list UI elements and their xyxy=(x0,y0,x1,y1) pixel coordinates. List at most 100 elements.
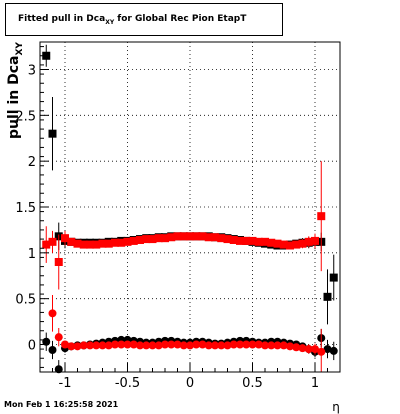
x-tick-label: -1 xyxy=(59,376,72,391)
data-point-circle xyxy=(298,344,307,353)
data-point-circle xyxy=(267,341,276,350)
title-prefix: Fitted pull in Dca xyxy=(18,14,106,24)
title-suffix: for Global Rec Pion EtapT xyxy=(114,14,247,24)
data-point-square xyxy=(54,258,63,266)
data-point-circle xyxy=(54,365,63,374)
data-point-square xyxy=(73,239,82,248)
data-point-square xyxy=(217,234,226,243)
data-point-square xyxy=(142,235,151,244)
data-point-square xyxy=(211,233,219,242)
data-point-square xyxy=(92,240,101,249)
x-tick-label: -0.5 xyxy=(115,376,140,391)
data-point-square xyxy=(86,240,94,249)
title-box: Fitted pull in DcaXY for Global Rec Pion… xyxy=(5,3,283,36)
timestamp: Mon Feb 1 16:25:58 2021 xyxy=(4,400,119,409)
data-point-circle xyxy=(79,341,88,350)
data-point-circle xyxy=(286,342,294,351)
data-point-square xyxy=(298,239,307,248)
data-point-circle xyxy=(154,341,163,350)
data-point-square xyxy=(204,233,213,242)
data-point-square xyxy=(98,239,107,248)
data-point-circle xyxy=(42,337,51,346)
data-point-circle xyxy=(317,347,326,356)
data-point-circle xyxy=(129,340,138,349)
data-point-circle xyxy=(142,341,151,350)
data-point-square xyxy=(292,240,301,249)
y-tick-label: 0 xyxy=(28,339,36,354)
x-axis-label: η xyxy=(332,400,340,414)
series-2 xyxy=(42,161,326,290)
data-point-square xyxy=(104,239,113,248)
data-point-square xyxy=(304,237,313,246)
data-point-circle xyxy=(229,340,238,349)
data-point-circle xyxy=(136,341,144,350)
data-point-square xyxy=(279,240,288,249)
data-point-square xyxy=(186,232,194,241)
data-point-square xyxy=(248,236,257,245)
data-point-circle xyxy=(217,341,226,350)
series-4 xyxy=(48,295,326,372)
data-point-circle xyxy=(54,333,63,342)
data-point-circle xyxy=(254,340,263,349)
axes: -1 -0.5 0 0.5 1 0 0.5 1 1.5 2 2.5 3 xyxy=(15,46,341,391)
data-point-circle xyxy=(323,345,332,354)
data-point-circle xyxy=(311,345,319,354)
data-point-circle xyxy=(48,346,57,354)
data-point-square xyxy=(136,236,144,244)
grid-lines xyxy=(40,42,340,372)
y-tick-label: 0.5 xyxy=(15,293,36,308)
y-tick-label: 3 xyxy=(28,64,36,79)
data-point-circle xyxy=(204,341,213,350)
x-tick-label: 1 xyxy=(311,376,319,391)
data-point-square xyxy=(261,237,269,246)
data-point-circle xyxy=(198,340,207,349)
data-point-circle xyxy=(73,342,82,351)
data-point-square xyxy=(161,234,169,243)
data-point-circle xyxy=(48,309,57,318)
data-point-circle xyxy=(223,341,232,350)
data-point-circle xyxy=(242,340,251,349)
y-tick-label: 2 xyxy=(28,155,36,170)
data-point-square xyxy=(154,234,163,243)
data-point-square xyxy=(61,234,69,243)
data-point-circle xyxy=(67,342,76,351)
data-point-square xyxy=(129,236,138,245)
data-point-circle xyxy=(192,340,201,349)
data-point-circle xyxy=(167,340,176,349)
data-point-square xyxy=(148,235,157,244)
data-point-circle xyxy=(329,346,338,355)
y-axis-label: pull in DcaXY xyxy=(6,42,25,139)
data-point-square xyxy=(48,129,57,138)
data-point-circle xyxy=(92,341,101,350)
data-point-square xyxy=(167,233,176,242)
y-tick-label: 2.5 xyxy=(15,109,36,124)
data-point-square xyxy=(311,236,319,245)
data-point-circle xyxy=(186,341,194,350)
data-point-square xyxy=(286,241,294,250)
data-point-circle xyxy=(173,340,182,349)
data-point-square xyxy=(273,239,282,248)
y-tick-label: 1.5 xyxy=(15,201,36,216)
data-point-square xyxy=(267,238,276,247)
data-point-square xyxy=(123,237,132,246)
data-point-circle xyxy=(261,341,269,350)
data-point-square xyxy=(42,240,51,249)
y-axis-label-main: pull in Dca xyxy=(6,56,22,139)
data-point-square xyxy=(242,236,251,245)
y-axis-label-sub: XY xyxy=(15,42,25,56)
data-point-square xyxy=(223,235,232,244)
data-point-square xyxy=(198,232,207,241)
data-point-circle xyxy=(161,340,169,349)
data-point-circle xyxy=(179,341,188,350)
data-point-circle xyxy=(123,340,132,349)
data-point-square xyxy=(236,236,244,245)
data-point-square xyxy=(179,232,188,241)
y-tick-label: 1 xyxy=(28,247,36,262)
data-point-circle xyxy=(61,340,69,349)
chart-title: Fitted pull in DcaXY for Global Rec Pion… xyxy=(18,14,246,26)
data-point-circle xyxy=(117,340,126,349)
data-point-square xyxy=(111,238,119,247)
data-point-square xyxy=(79,240,88,249)
title-subscript: XY xyxy=(105,18,115,26)
